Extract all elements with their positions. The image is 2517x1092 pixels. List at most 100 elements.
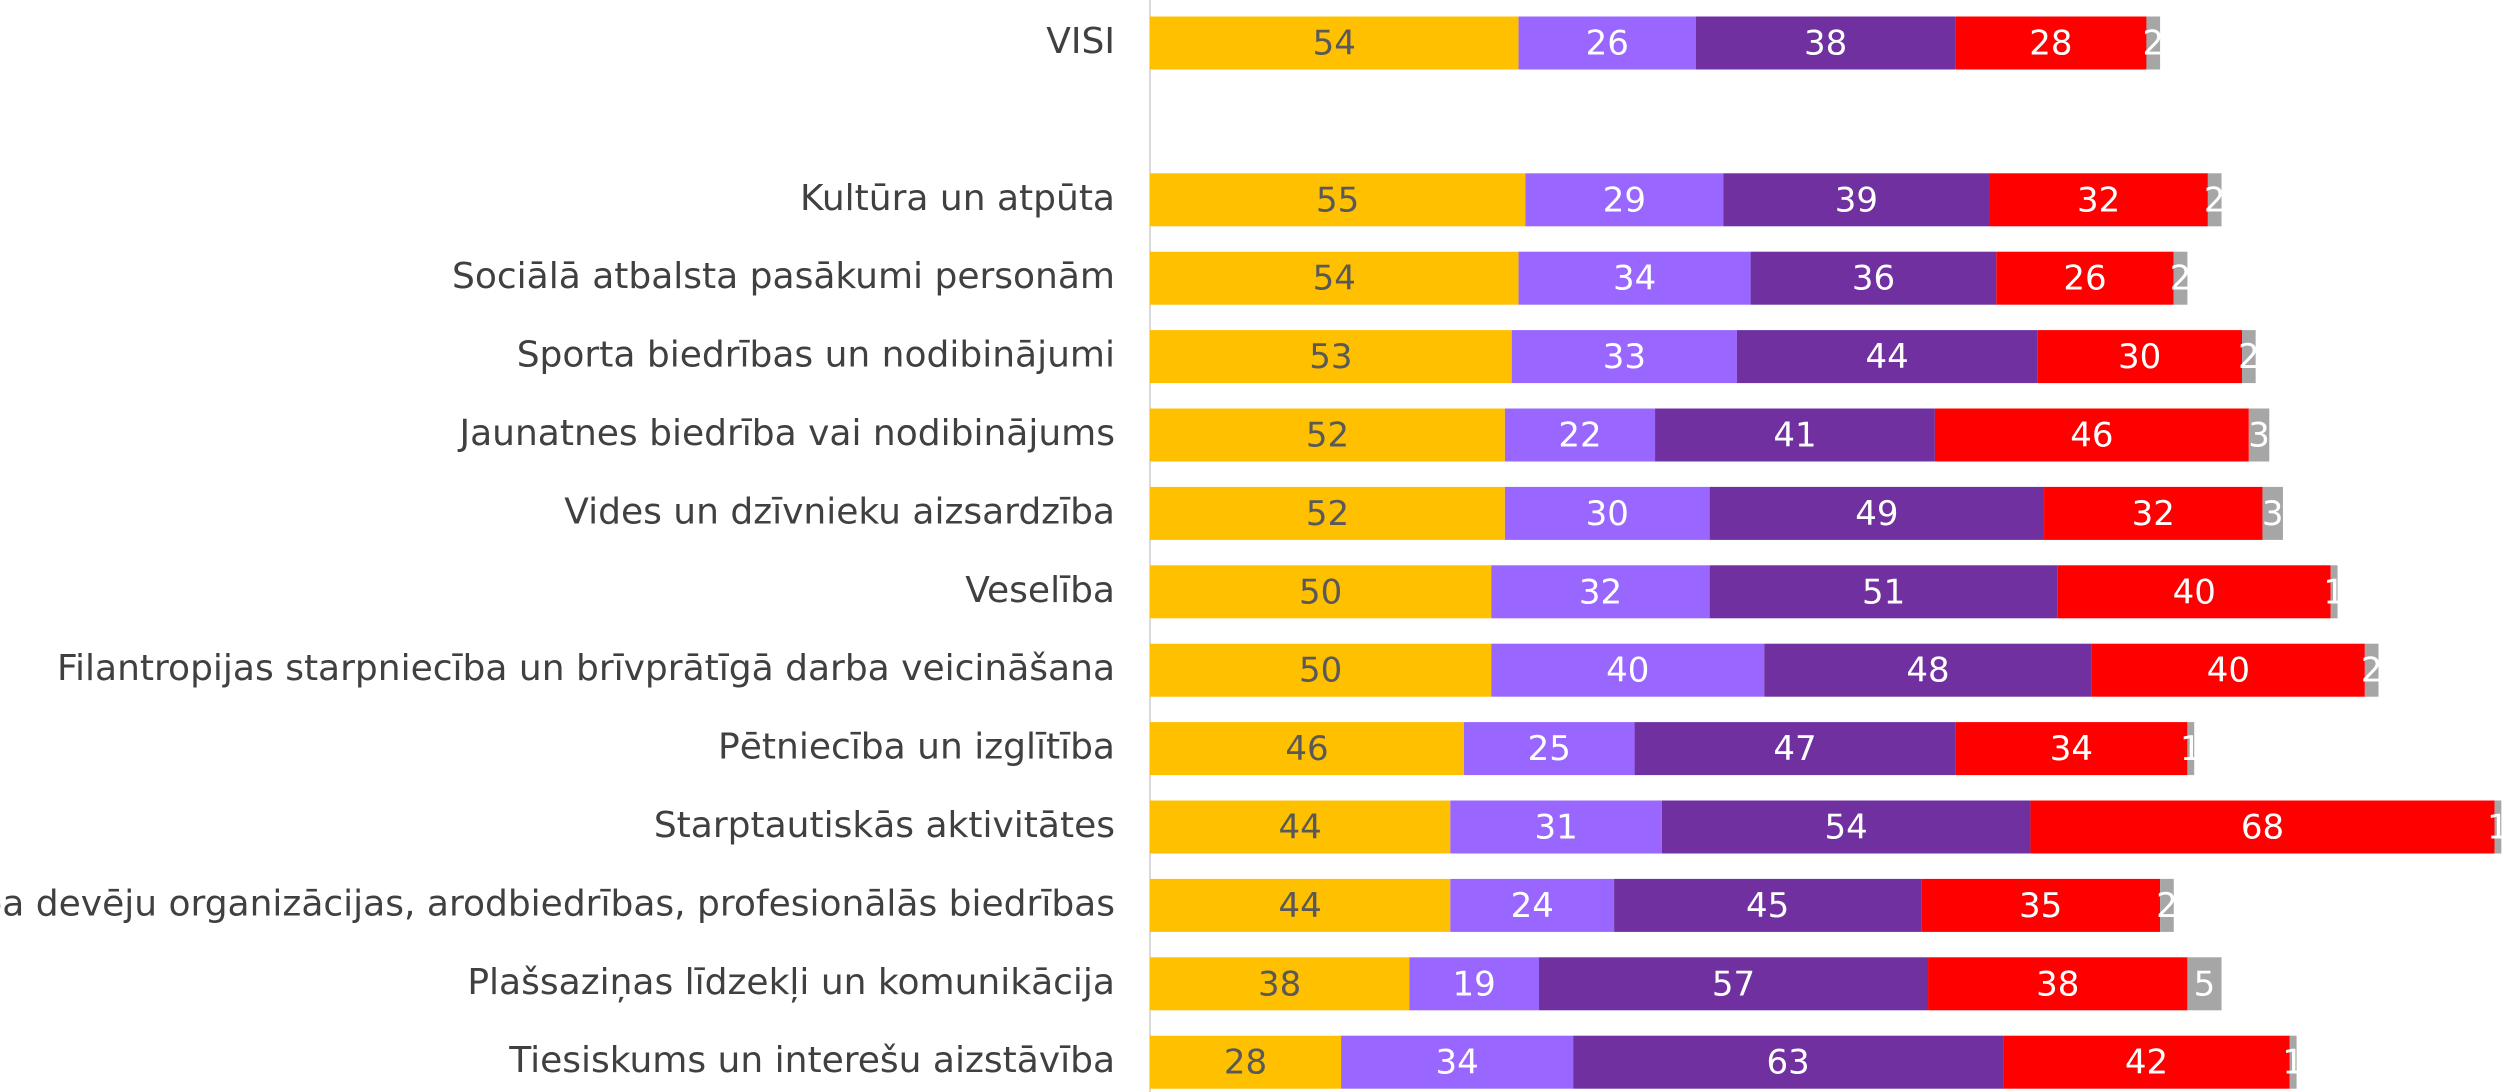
data-label: 50 — [1299, 572, 1342, 612]
bar-segment — [1634, 722, 1956, 776]
category-label: VISI — [1046, 21, 1115, 62]
data-label: 29 — [1603, 180, 1646, 220]
category-label: Sporta biedrības un nodibinājumi — [517, 335, 1115, 376]
bar-segment — [2262, 486, 2283, 540]
bar-segment — [1450, 878, 1615, 932]
data-label: 22 — [1558, 416, 1601, 456]
data-label: 68 — [2241, 808, 2284, 848]
data-label: 51 — [1862, 572, 1905, 612]
bar-segment — [1661, 800, 2031, 854]
data-label: 19 — [1453, 964, 1496, 1004]
bar-segment — [1928, 957, 2188, 1011]
bar-segment — [1150, 722, 1464, 776]
bar-segment — [1525, 173, 1724, 227]
category-label: Kultūra un atpūta — [800, 178, 1115, 219]
data-label: 40 — [1606, 651, 1649, 691]
data-label: 3 — [2262, 494, 2284, 534]
data-label: 1 — [2282, 1043, 2304, 1083]
data-label: 1 — [2487, 808, 2509, 848]
bar-segment — [1709, 565, 2058, 619]
bar-segment — [1696, 16, 1956, 70]
bar-segment — [1150, 251, 1519, 305]
data-label: 49 — [1855, 494, 1898, 534]
data-label: 2 — [2142, 24, 2164, 64]
bar-segment — [1518, 16, 1696, 70]
data-label: 30 — [2118, 337, 2161, 377]
bar-segment — [1511, 330, 1737, 384]
bar-segment — [2330, 565, 2338, 619]
data-label: 34 — [2050, 729, 2093, 769]
data-label: 42 — [2125, 1043, 2168, 1083]
data-label: 36 — [1852, 259, 1895, 299]
data-label: 54 — [1313, 259, 1356, 299]
data-label: 2 — [2156, 886, 2178, 926]
data-label: 33 — [1603, 337, 1646, 377]
category-label: Veselība — [965, 570, 1115, 611]
bar-segment — [1150, 565, 1492, 619]
bar-segment — [1614, 878, 1922, 932]
bar-segment — [1463, 722, 1635, 776]
data-label: 45 — [1746, 886, 1789, 926]
bar-segment — [1934, 408, 2249, 462]
data-label: 35 — [2019, 886, 2062, 926]
bar-segment — [2003, 1035, 2290, 1089]
bar-segment — [1150, 957, 1410, 1011]
bar-segment — [1491, 643, 1765, 697]
category-label: Vides un dzīvnieku aizsardzība — [564, 491, 1115, 532]
data-label: 32 — [2132, 494, 2175, 534]
category-label: Filantropijas starpniecība un brīvprātīg… — [57, 648, 1115, 689]
bar-segment — [1989, 173, 2208, 227]
bar-segment — [1150, 173, 1526, 227]
data-label: 32 — [1579, 572, 1622, 612]
data-label: 34 — [1435, 1043, 1478, 1083]
data-label: 5 — [2194, 964, 2216, 1004]
bar-segment — [1750, 251, 1997, 305]
data-label: 2 — [2361, 651, 2383, 691]
data-label: 38 — [2036, 964, 2079, 1004]
bar-segment — [1150, 1035, 1342, 1089]
bar-segment — [1150, 486, 1505, 540]
data-label: 44 — [1865, 337, 1908, 377]
bar-segment — [1150, 643, 1492, 697]
bar-segment — [1491, 565, 1710, 619]
category-label: Darba devēju organizācijas, arodbiedrība… — [0, 883, 1115, 924]
data-label: 2 — [2204, 180, 2226, 220]
data-label: 44 — [1279, 886, 1322, 926]
data-label: 38 — [1258, 964, 1301, 1004]
data-label: 52 — [1306, 494, 1349, 534]
bar-segment — [2030, 800, 2495, 854]
data-label: 3 — [2248, 416, 2270, 456]
bar-segment — [2248, 408, 2270, 462]
bar-segment — [1150, 330, 1512, 384]
bar-segment — [2091, 643, 2365, 697]
category-label: Sociālā atbalsta pasākumi personām — [452, 256, 1115, 297]
data-label: 55 — [1316, 180, 1359, 220]
data-label: 34 — [1613, 259, 1656, 299]
bar-segment — [1518, 251, 1751, 305]
data-label: 38 — [1804, 24, 1847, 64]
data-label: 2 — [2170, 259, 2192, 299]
bar-segment — [1709, 486, 2045, 540]
data-label: 41 — [1773, 416, 1816, 456]
bar-segment — [1409, 957, 1540, 1011]
data-label: 25 — [1528, 729, 1571, 769]
data-label: 31 — [1534, 808, 1577, 848]
data-label: 50 — [1299, 651, 1342, 691]
data-label: 44 — [1279, 808, 1322, 848]
bar-segment — [1921, 878, 2161, 932]
bar-segment — [1539, 957, 1929, 1011]
bar-segment — [1150, 800, 1451, 854]
bar-segment — [2146, 16, 2161, 70]
data-label: 53 — [1309, 337, 1352, 377]
bar-segment — [1450, 800, 1662, 854]
data-label: 24 — [1511, 886, 1554, 926]
data-label: 48 — [1906, 651, 1949, 691]
bar-segment — [2160, 878, 2174, 932]
bar-segment — [1150, 16, 1519, 70]
bar-segment — [1341, 1035, 1574, 1089]
bar-segment — [2187, 957, 2222, 1011]
data-label: 39 — [1835, 180, 1878, 220]
category-label: Tiesiskums un interešu aizstāvība — [508, 1040, 1115, 1081]
